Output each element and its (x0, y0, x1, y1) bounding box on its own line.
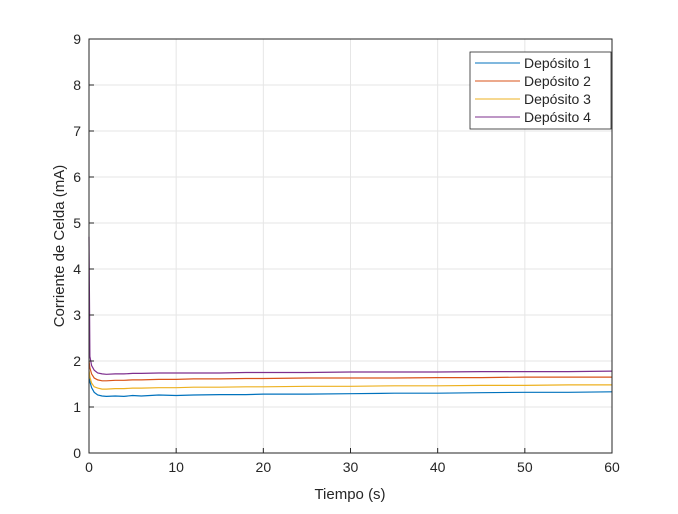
legend-label-4: Depósito 4 (524, 109, 591, 125)
ticks: 0 10 20 30 40 50 60 0 1 2 3 4 5 6 7 8 9 (73, 31, 620, 475)
legend-label-3: Depósito 3 (524, 91, 591, 107)
y-tick-label: 0 (73, 445, 81, 461)
y-axis-label: Corriente de Celda (mA) (51, 165, 68, 328)
x-tick-label: 30 (343, 459, 359, 475)
series-line-3 (88, 370, 612, 390)
series-line-2 (88, 360, 612, 382)
series-lines (88, 236, 613, 398)
x-axis-label: Tiempo (s) (314, 486, 385, 503)
series-line-1 (88, 376, 613, 398)
y-tick-label: 3 (73, 307, 81, 323)
x-tick-label: 20 (256, 459, 272, 475)
x-tick-label: 60 (604, 459, 620, 475)
y-tick-label: 7 (73, 123, 81, 139)
legend: Depósito 1 Depósito 2 Depósito 3 Depósito 4 (469, 51, 612, 130)
legend-label-1: Depósito 1 (524, 55, 591, 71)
y-tick-label: 9 (73, 31, 81, 47)
y-tick-label: 8 (73, 77, 81, 93)
series-line-4 (88, 236, 613, 375)
x-tick-label: 40 (430, 459, 446, 475)
y-tick-label: 4 (73, 261, 81, 277)
y-tick-label: 6 (73, 169, 81, 185)
legend-box (469, 51, 612, 130)
x-tick-label: 10 (168, 459, 184, 475)
y-tick-label: 2 (73, 353, 81, 369)
y-tick-label: 5 (73, 215, 81, 231)
x-tick-label: 0 (85, 459, 93, 475)
legend-label-2: Depósito 2 (524, 73, 591, 89)
y-tick-label: 1 (73, 399, 81, 415)
x-tick-label: 50 (517, 459, 533, 475)
